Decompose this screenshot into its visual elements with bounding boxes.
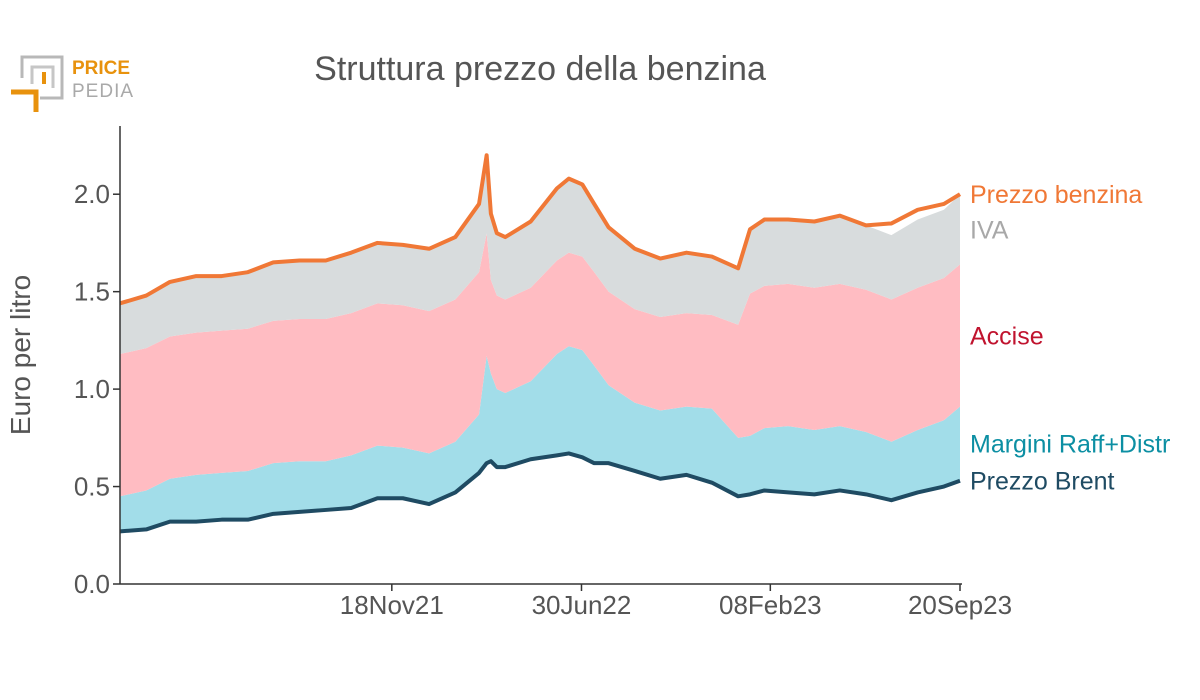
x-tick-label: 18Nov21 xyxy=(340,590,444,620)
x-ticks: 18Nov21 30Jun22 08Feb23 20Sep23 xyxy=(340,584,1012,620)
y-tick-label: 0.0 xyxy=(74,569,110,599)
y-tick-label: 2.0 xyxy=(74,179,110,209)
series-label-prezzo-benzina: Prezzo benzina xyxy=(970,181,1142,209)
x-tick-label: 08Feb23 xyxy=(719,590,822,620)
logo-word-pedia: PEDIA xyxy=(72,81,134,102)
area-layers xyxy=(120,155,960,532)
chart-title: Struttura prezzo della benzina xyxy=(314,50,766,88)
line-prezzo-benzina xyxy=(119,153,962,306)
y-tick-label: 0.5 xyxy=(74,472,110,502)
series-lines xyxy=(119,153,962,534)
y-tick-label: 1.5 xyxy=(74,277,110,307)
area-margini-raff-distr xyxy=(120,346,960,532)
y-ticks: 0.0 0.5 1.0 1.5 2.0 xyxy=(74,179,120,599)
logo-word-price: PRICE xyxy=(72,58,130,79)
area-accise xyxy=(120,233,960,497)
area-iva xyxy=(120,155,960,355)
y-tick-label: 1.0 xyxy=(74,374,110,404)
series-label-accise: Accise xyxy=(970,323,1044,351)
y-axis-label: Euro per litro xyxy=(5,275,36,435)
pricepedia-logo: PRICE PEDIA xyxy=(11,55,134,112)
line-prezzo-brent xyxy=(119,451,961,534)
series-label-margini-raff-distr: Margini Raff+Distr xyxy=(970,431,1170,459)
series-labels: Prezzo benzina IVA Accise Margini Raff+Dist… xyxy=(970,181,1170,495)
x-tick-label: 20Sep23 xyxy=(908,590,1012,620)
series-label-prezzo-brent: Prezzo Brent xyxy=(970,468,1115,496)
series-label-iva: IVA xyxy=(970,216,1009,244)
x-tick-label: 30Jun22 xyxy=(532,590,632,620)
